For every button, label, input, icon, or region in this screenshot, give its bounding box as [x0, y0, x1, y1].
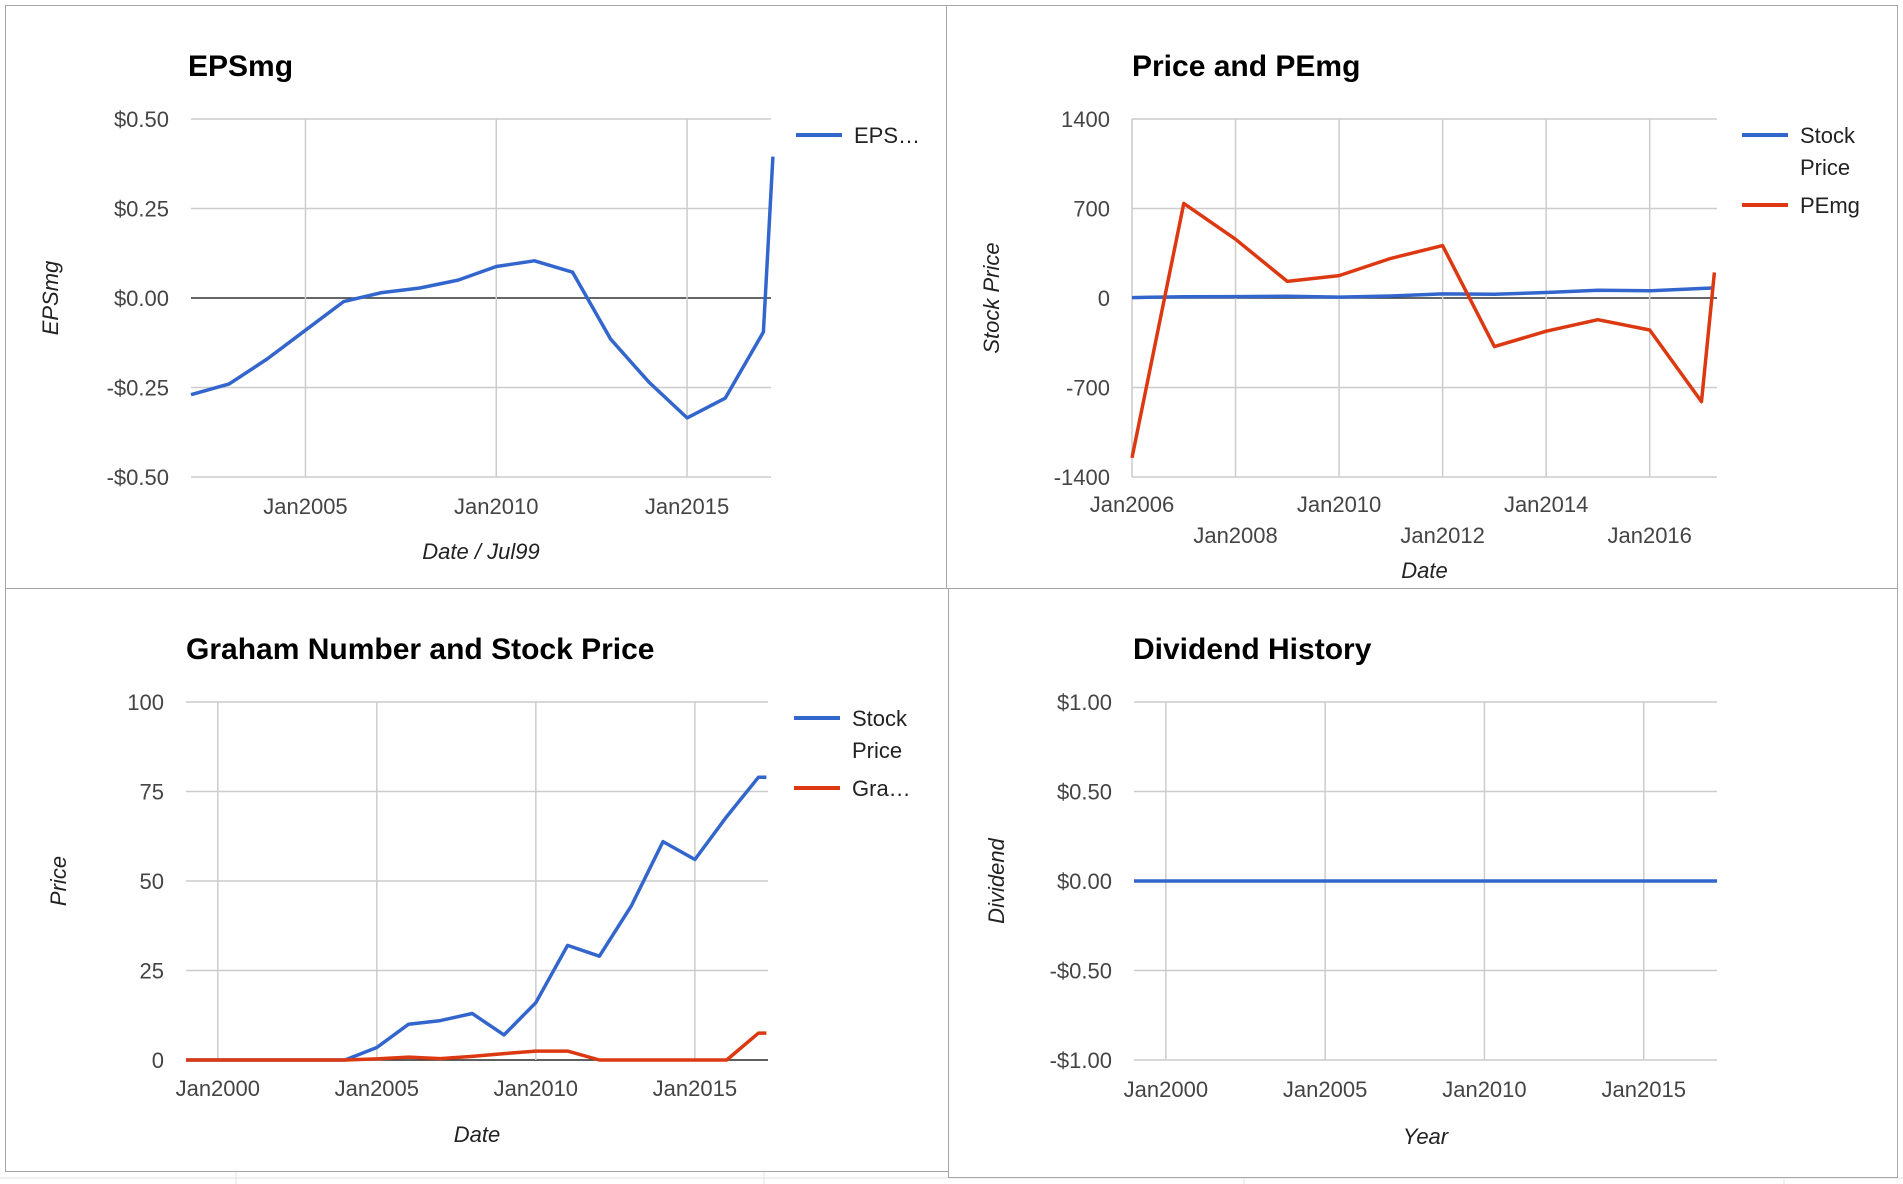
- y-tick-label: $1.00: [1057, 690, 1112, 715]
- chart-title: Dividend History: [1133, 633, 1372, 666]
- x-tick-label: Jan2015: [645, 494, 729, 519]
- y-tick-label: 0: [152, 1048, 164, 1073]
- x-tick-label: Jan2005: [1283, 1077, 1367, 1102]
- series-line-0[interactable]: [190, 156, 775, 420]
- x-tick-label: Jan2014: [1504, 492, 1588, 517]
- legend-entry[interactable]: PEmg: [1800, 193, 1860, 218]
- series-line-1[interactable]: [186, 1031, 767, 1062]
- y-tick-label: 0: [1098, 286, 1110, 311]
- x-tick-label: Jan2015: [1602, 1077, 1686, 1102]
- graham-svg: Graham Number and Stock Price 0 25 50 75 100 J…: [46, 633, 911, 1147]
- x-tick-label: Jan2005: [335, 1076, 419, 1101]
- x-tick-label: Jan2010: [1442, 1077, 1526, 1102]
- y-axis-title: EPSmg: [38, 260, 63, 335]
- y-tick-label: -$0.50: [107, 465, 169, 490]
- y-tick-label: -$0.25: [107, 376, 169, 401]
- x-tick-label: Jan2000: [1124, 1077, 1208, 1102]
- x-tick-label: Jan2010: [1297, 492, 1381, 517]
- x-axis-title: Year: [1403, 1124, 1450, 1149]
- y-tick-label: 1400: [1061, 107, 1110, 132]
- y-tick-label: 700: [1073, 197, 1110, 222]
- y-tick-label: 25: [140, 959, 164, 984]
- y-tick-label: -700: [1066, 376, 1110, 401]
- price-pemg-svg: Price and PEmg -1400 -700 0 700 1400 Jan2006 Ja…: [979, 50, 1860, 583]
- x-axis-title: Date: [454, 1122, 500, 1147]
- x-tick-label: Jan2015: [653, 1076, 737, 1101]
- x-tick-label: Jan2008: [1193, 523, 1277, 548]
- series-line-0[interactable]: [186, 775, 767, 1062]
- y-tick-label: $0.50: [1057, 780, 1112, 805]
- y-axis-title: Stock Price: [979, 242, 1004, 353]
- chart-title: EPSmg: [188, 50, 293, 83]
- x-tick-label: Jan2000: [176, 1076, 260, 1101]
- x-tick-label: Jan2005: [263, 494, 347, 519]
- price-and-pemg-chart[interactable]: Price and PEmg -1400 -700 0 700 1400 Jan2006 Ja…: [946, 5, 1898, 589]
- y-tick-label: 50: [140, 869, 164, 894]
- y-tick-label: -$0.50: [1050, 959, 1112, 984]
- x-axis-title: Date: [1401, 558, 1447, 583]
- legend-entry[interactable]: Gra…: [852, 776, 911, 801]
- x-tick-label: Jan2006: [1090, 492, 1174, 517]
- series-line-0[interactable]: [1131, 286, 1715, 300]
- x-axis-title: Date / Jul99: [422, 539, 539, 564]
- y-axis-title: Price: [46, 856, 71, 906]
- y-tick-label: 75: [140, 780, 164, 805]
- y-tick-label: $0.00: [1057, 869, 1112, 894]
- y-tick-label: -$1.00: [1050, 1048, 1112, 1073]
- graham-number-chart[interactable]: Graham Number and Stock Price 0 25 50 75 100 J…: [5, 588, 949, 1172]
- dividend-history-chart[interactable]: Dividend History -$1.00 -$0.50 $0.00 $0.50 $1…: [948, 588, 1898, 1178]
- y-tick-label: $0.00: [114, 286, 169, 311]
- epsmg-chart[interactable]: EPSmg -$0.50 -$0.25 $0.00 $0.25 $0.50 Jan2005 J…: [5, 5, 949, 589]
- x-tick-label: Jan2016: [1607, 523, 1691, 548]
- y-tick-label: 100: [127, 690, 164, 715]
- y-axis-title: Dividend: [984, 837, 1009, 923]
- legend-entry[interactable]: EPS…: [854, 123, 920, 148]
- x-tick-label: Jan2010: [454, 494, 538, 519]
- chart-title: Price and PEmg: [1132, 50, 1360, 83]
- epsmg-svg: EPSmg -$0.50 -$0.25 $0.00 $0.25 $0.50 Jan2005 J…: [38, 50, 920, 564]
- chart-title: Graham Number and Stock Price: [186, 633, 655, 666]
- y-tick-label: $0.25: [114, 197, 169, 222]
- dividend-svg: Dividend History -$1.00 -$0.50 $0.00 $0.50 $1…: [984, 633, 1717, 1149]
- y-tick-label: -1400: [1054, 465, 1110, 490]
- series-line-1[interactable]: [1130, 201, 1717, 459]
- x-tick-label: Jan2012: [1400, 523, 1484, 548]
- legend-entry[interactable]: Stock Price: [1800, 123, 1856, 180]
- legend-entry[interactable]: Stock Price: [852, 706, 908, 763]
- x-tick-label: Jan2010: [494, 1076, 578, 1101]
- y-tick-label: $0.50: [114, 107, 169, 132]
